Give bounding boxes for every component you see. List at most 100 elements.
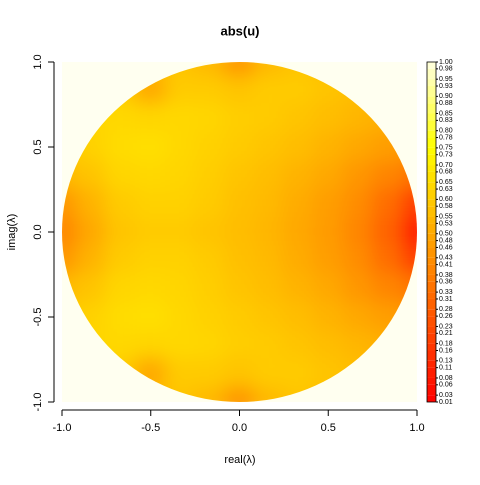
cell xyxy=(223,245,256,277)
cell xyxy=(282,102,314,134)
cell xyxy=(134,216,167,248)
cell xyxy=(253,357,286,389)
colorbar-band xyxy=(427,257,436,265)
cell xyxy=(223,357,256,389)
colorbar-band xyxy=(427,86,436,97)
cell xyxy=(371,187,403,219)
colorbar-band xyxy=(427,137,436,148)
colorbar-label: 0.50 xyxy=(439,231,453,238)
cell xyxy=(134,330,167,362)
colorbar-label: 0.31 xyxy=(439,296,453,303)
cell xyxy=(223,330,256,362)
cell xyxy=(401,216,417,248)
cell xyxy=(76,187,108,219)
cell xyxy=(282,330,314,362)
colorbar-label: 0.55 xyxy=(439,213,453,220)
colorbar-label: 0.53 xyxy=(439,220,453,227)
colorbar-label: 0.38 xyxy=(439,272,453,279)
cell xyxy=(193,102,226,134)
colorbar-label: 0.08 xyxy=(439,375,453,382)
colorbar-label: 0.16 xyxy=(439,347,453,354)
colorbar-band xyxy=(427,292,436,299)
cell xyxy=(134,272,167,304)
cell xyxy=(134,187,167,219)
cell xyxy=(342,131,375,163)
colorbar-label: 0.75 xyxy=(439,145,453,152)
cell xyxy=(312,245,345,277)
colorbar-label: 0.23 xyxy=(439,323,453,330)
colorbar-band xyxy=(427,182,436,190)
y-tick-label: -0.5 xyxy=(32,308,44,327)
colorbar-band xyxy=(427,367,436,378)
cell xyxy=(282,272,314,304)
colorbar-band xyxy=(427,247,436,258)
cell xyxy=(193,330,226,362)
colorbar-label: 0.98 xyxy=(439,66,453,73)
cell xyxy=(253,301,286,333)
colorbar-label: 0.83 xyxy=(439,117,453,124)
cell xyxy=(253,245,286,277)
cell xyxy=(253,160,286,192)
colorbar-band xyxy=(427,233,436,241)
colorbar-band xyxy=(427,343,436,351)
colorbar-band xyxy=(427,103,436,114)
colorbar-band xyxy=(427,298,436,310)
colorbar-band xyxy=(427,240,436,248)
cell xyxy=(76,272,108,304)
cell xyxy=(193,131,226,163)
y-tick-label: 0.5 xyxy=(32,139,44,154)
cell xyxy=(371,160,403,192)
cell xyxy=(342,272,375,304)
cell xyxy=(253,272,286,304)
cell xyxy=(312,330,345,362)
cell xyxy=(134,245,167,277)
cell xyxy=(193,245,226,277)
y-axis-label: imag(λ) xyxy=(6,214,18,251)
colorbar-band xyxy=(427,189,436,200)
colorbar-label: 0.73 xyxy=(439,152,453,159)
y-tick-label: 0.0 xyxy=(32,224,44,239)
x-tick-label: 1.0 xyxy=(409,422,424,434)
colorbar-band xyxy=(427,274,436,282)
cell xyxy=(253,102,286,134)
colorbar-band xyxy=(427,316,436,327)
cell xyxy=(134,301,167,333)
cell xyxy=(165,102,197,134)
cell xyxy=(342,160,375,192)
cell xyxy=(76,216,108,248)
colorbar-label: 0.68 xyxy=(439,169,453,176)
cell xyxy=(312,272,345,304)
y-tick-label: -1.0 xyxy=(32,393,44,412)
colorbar-label: 0.65 xyxy=(439,179,453,186)
colorbar-band xyxy=(427,326,436,334)
cell xyxy=(223,216,256,248)
cell xyxy=(223,272,256,304)
cell xyxy=(282,357,314,389)
colorbar-band xyxy=(427,206,436,217)
cell xyxy=(134,131,167,163)
cell xyxy=(371,245,403,277)
cell xyxy=(165,330,197,362)
cell xyxy=(165,245,197,277)
cell xyxy=(165,131,197,163)
cell xyxy=(104,160,137,192)
colorbar-band xyxy=(427,113,436,121)
cell xyxy=(312,216,345,248)
chart-title: abs(u) xyxy=(221,23,260,38)
colorbar-band xyxy=(427,333,436,344)
cell xyxy=(253,187,286,219)
colorbar-label: 0.26 xyxy=(439,313,453,320)
cell xyxy=(193,357,226,389)
colorbar-band xyxy=(427,171,436,183)
cell xyxy=(312,131,345,163)
cell xyxy=(253,216,286,248)
y-tick-label: 1.0 xyxy=(32,54,44,69)
cell xyxy=(223,131,256,163)
colorbar-band xyxy=(427,199,436,207)
cell xyxy=(282,245,314,277)
colorbar-band xyxy=(427,216,436,224)
cell xyxy=(104,272,137,304)
colorbar-label: 0.21 xyxy=(439,330,453,337)
colorbar-band xyxy=(427,377,436,385)
